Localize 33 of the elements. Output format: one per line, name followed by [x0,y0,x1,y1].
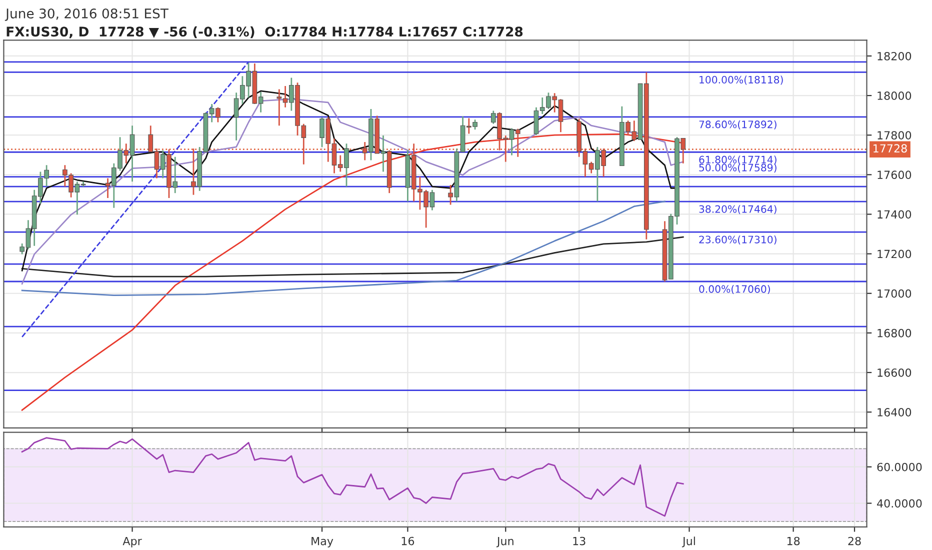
ref-line-label: 61.80%(17714) [699,156,776,165]
line-series [21,200,666,296]
x-tick-label: 16 [402,536,414,546]
chart-title: FX:US30, D 17728 ▼ -56 (-0.31%) O:17784 H:17784 L:17657 C:17728 [6,26,523,38]
y-tick-label: 18200 [878,52,912,60]
y-tick-label: 60.0000 [877,462,922,472]
ref-line-label: 0.00%(17060) [699,284,770,294]
x-tick-label: Jun [496,536,514,548]
x-tick-label: 28 [848,536,861,546]
y-tick-label: 17600 [878,170,912,180]
y-tick-label: 17400 [878,210,912,219]
ref-line-label: 23.60%(17310) [699,236,776,245]
y-tick-label: 16800 [878,328,912,338]
chart-subtitle: June 30, 2016 08:51 EST [4,8,168,21]
ref-line-label: 38.20%(17464) [699,205,776,214]
x-tick-label: May [312,536,334,548]
line-series [21,236,684,278]
x-tick-label: 18 [787,536,800,546]
ref-line-label: 17728 [874,144,907,153]
x-tick-label: Jul [682,536,695,548]
ref-line-label: 78.60%(17892) [699,120,776,130]
x-tick-label: Apr [122,536,142,548]
y-tick-label: 16600 [878,368,912,377]
y-tick-label: 17200 [878,250,912,258]
y-tick-label: 16400 [878,408,912,416]
ref-line-label: 100.00%(18118) [700,76,783,85]
x-tick-label: 13 [573,536,586,546]
ref-line-label: 50.00%(17589) [699,164,776,173]
line-series [21,437,684,517]
y-tick-label: 40.0000 [877,499,922,508]
y-tick-label: 17800 [878,131,912,140]
y-tick-label: 18000 [878,92,912,100]
y-tick-label: 17000 [878,289,912,298]
